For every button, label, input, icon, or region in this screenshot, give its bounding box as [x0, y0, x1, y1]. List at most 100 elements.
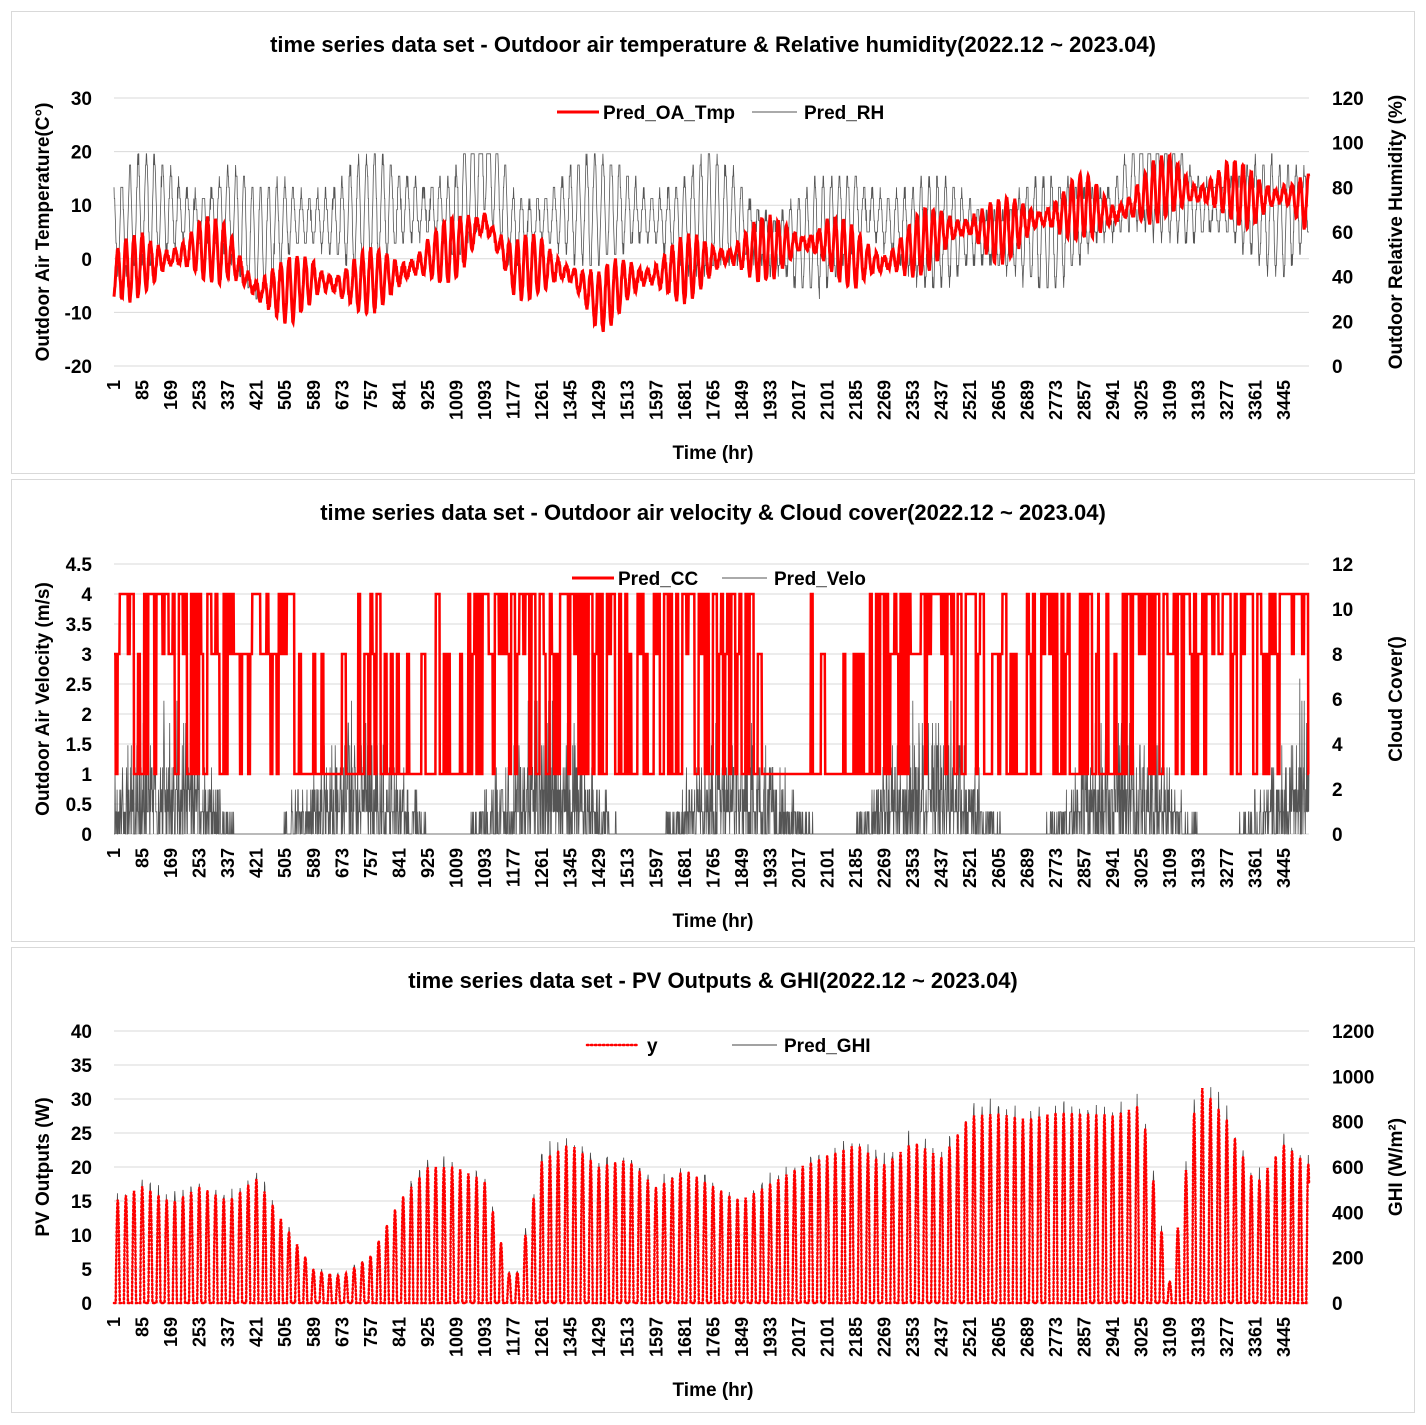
y-axis-label: Outdoor Air Velocity (m/s) — [33, 582, 54, 816]
y2-tick-label: 40 — [1332, 268, 1353, 289]
y2-tick-label: 10 — [1332, 600, 1353, 621]
legend-label-Pred_RH: Pred_RH — [804, 103, 884, 124]
x-tick-label: 673 — [332, 380, 352, 410]
x-tick-label: 757 — [361, 848, 381, 878]
x-tick-label: 2353 — [903, 1317, 923, 1357]
x-tick-label: 925 — [418, 380, 438, 410]
x-tick-label: 1933 — [760, 380, 780, 420]
x-tick-label: 1765 — [703, 848, 723, 888]
y2-axis-label: Cloud Cover() — [1386, 636, 1407, 762]
x-axis-label: Time (hr) — [673, 911, 754, 932]
y2-tick-label: 0 — [1332, 825, 1343, 846]
x-tick-label: 2773 — [1046, 848, 1066, 888]
y2-tick-label: 0 — [1332, 357, 1343, 378]
x-tick-label: 2689 — [1017, 380, 1037, 420]
y2-tick-label: 2 — [1332, 780, 1343, 801]
y-tick-label: 1 — [81, 765, 92, 786]
y-tick-label: 2 — [81, 705, 92, 726]
x-tick-label: 253 — [190, 848, 210, 878]
x-tick-label: 3361 — [1246, 848, 1266, 888]
x-tick-label: 253 — [190, 1317, 210, 1347]
x-tick-label: 337 — [218, 380, 238, 410]
x-tick-label: 757 — [361, 1317, 381, 1347]
y2-tick-label: 600 — [1332, 1158, 1364, 1179]
y2-tick-label: 4 — [1332, 735, 1343, 756]
x-tick-label: 3025 — [1131, 380, 1151, 420]
x-tick-label: 337 — [218, 1317, 238, 1347]
x-tick-label: 1933 — [760, 848, 780, 888]
x-tick-label: 1513 — [618, 1317, 638, 1357]
x-tick-label: 2269 — [875, 380, 895, 420]
x-tick-label: 1345 — [561, 1317, 581, 1357]
x-tick-label: 1261 — [532, 1317, 552, 1357]
x-tick-label: 2857 — [1074, 380, 1094, 420]
x-tick-label: 1 — [104, 380, 124, 390]
x-tick-label: 1765 — [703, 380, 723, 420]
y2-tick-label: 1000 — [1332, 1067, 1374, 1088]
x-tick-label: 169 — [161, 1317, 181, 1347]
x-tick-label: 3361 — [1246, 1317, 1266, 1357]
x-tick-label: 3193 — [1189, 848, 1209, 888]
x-tick-label: 505 — [275, 380, 295, 410]
panel-temperature-humidity: time series data set - Outdoor air tempe… — [11, 11, 1415, 474]
y-tick-label: -10 — [65, 303, 92, 324]
x-tick-label: 1 — [104, 848, 124, 858]
x-tick-label: 2605 — [989, 848, 1009, 888]
y2-tick-label: 20 — [1332, 312, 1353, 333]
x-tick-label: 1429 — [589, 380, 609, 420]
legend-label-Pred_Velo: Pred_Velo — [774, 569, 866, 590]
y2-tick-label: 100 — [1332, 134, 1364, 155]
x-tick-label: 2941 — [1103, 848, 1123, 888]
y-tick-label: 0 — [81, 825, 92, 846]
x-tick-label: 1177 — [504, 1317, 524, 1356]
y2-tick-label: 60 — [1332, 223, 1353, 244]
x-tick-label: 1849 — [732, 848, 752, 888]
y2-tick-label: 200 — [1332, 1249, 1364, 1270]
y-tick-label: 30 — [71, 89, 92, 110]
x-tick-label: 421 — [247, 1317, 267, 1347]
x-tick-label: 2437 — [932, 380, 952, 420]
x-tick-label: 1849 — [732, 380, 752, 420]
x-tick-label: 2269 — [875, 848, 895, 888]
x-tick-label: 421 — [247, 380, 267, 410]
y2-tick-label: 0 — [1332, 1294, 1343, 1315]
series-line-Pred_OA_Tmp — [112, 151, 1311, 333]
x-tick-label: 1177 — [504, 380, 524, 419]
x-tick-label: 2185 — [846, 1317, 866, 1357]
x-tick-label: 1261 — [532, 380, 552, 420]
x-tick-label: 3277 — [1217, 1317, 1237, 1357]
x-tick-label: 2605 — [989, 380, 1009, 420]
x-tick-label: 841 — [389, 848, 409, 878]
x-tick-label: 2185 — [846, 848, 866, 888]
x-tick-label: 589 — [304, 848, 324, 878]
y-tick-label: 4 — [81, 585, 92, 606]
x-tick-label: 85 — [133, 1317, 153, 1337]
x-tick-label: 85 — [133, 380, 153, 400]
x-tick-label: 2437 — [932, 848, 952, 888]
x-tick-label: 841 — [389, 380, 409, 410]
y-axis-label: PV Outputs (W) — [33, 1097, 54, 1236]
legend-label-Pred_GHI: Pred_GHI — [784, 1036, 871, 1057]
y-tick-label: 3.5 — [66, 615, 93, 636]
x-tick-label: 3193 — [1189, 1317, 1209, 1357]
x-tick-label: 421 — [247, 848, 267, 878]
y2-tick-label: 6 — [1332, 690, 1343, 711]
x-tick-label: 2437 — [932, 1317, 952, 1357]
chart-velocity-cloud: time series data set - Outdoor air veloc… — [33, 500, 1407, 932]
x-tick-label: 2269 — [875, 1317, 895, 1357]
x-tick-label: 841 — [389, 1317, 409, 1347]
x-tick-label: 589 — [304, 1317, 324, 1347]
x-tick-label: 3445 — [1274, 848, 1294, 888]
y-tick-label: 10 — [71, 196, 92, 217]
y2-tick-label: 1200 — [1332, 1022, 1374, 1043]
x-tick-label: 3277 — [1217, 380, 1237, 420]
x-tick-label: 1681 — [675, 380, 695, 420]
x-tick-label: 2857 — [1074, 1317, 1094, 1357]
series-line-Pred_RH — [113, 153, 1309, 300]
y-tick-label: 25 — [71, 1124, 93, 1145]
x-tick-label: 2521 — [960, 1317, 980, 1357]
x-tick-label: 2521 — [960, 380, 980, 420]
legend-label-Pred_CC: Pred_CC — [618, 569, 699, 590]
x-tick-label: 3109 — [1160, 848, 1180, 888]
x-tick-label: 1345 — [561, 848, 581, 888]
